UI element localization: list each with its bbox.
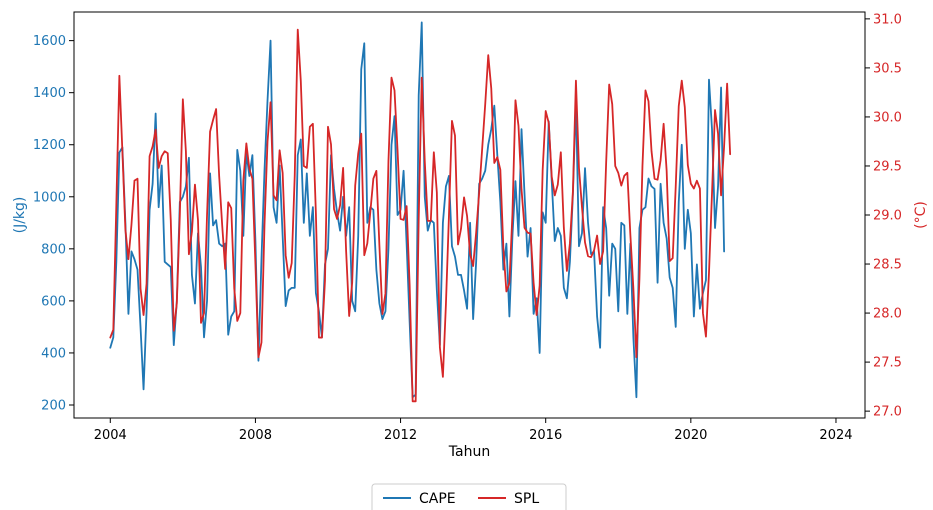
x-tick-label: 2016 xyxy=(529,428,562,443)
right-tick-label: 27.5 xyxy=(873,356,902,371)
left-tick-label: 200 xyxy=(41,398,66,413)
series-line-cape xyxy=(109,21,725,399)
left-tick-label: 1200 xyxy=(33,138,66,153)
x-axis: 2004 2008 2012 2016 2020 2024 xyxy=(94,418,853,443)
x-tick-label: 2008 xyxy=(239,428,272,443)
right-tick-label: 30.0 xyxy=(873,110,902,125)
right-tick-label: 30.5 xyxy=(873,61,902,76)
left-tick-label: 600 xyxy=(41,294,66,309)
x-tick-label: 2012 xyxy=(384,428,417,443)
left-y-axis-label: (J/kg) xyxy=(12,197,28,234)
x-tick-label: 2024 xyxy=(819,428,852,443)
right-tick-label: 27.0 xyxy=(873,405,902,420)
x-tick-label: 2004 xyxy=(94,428,127,443)
right-y-axis-label: (°C) xyxy=(913,201,929,229)
plot-frame xyxy=(73,11,866,419)
left-tick-label: 800 xyxy=(41,242,66,257)
legend-label-spl: SPL xyxy=(514,491,539,507)
series-line-spl xyxy=(109,28,732,403)
legend-label-cape: CAPE xyxy=(419,491,456,507)
right-tick-label: 29.0 xyxy=(873,209,902,224)
x-axis-label: Tahun xyxy=(448,444,490,460)
x-tick-label: 2020 xyxy=(674,428,707,443)
left-tick-label: 1000 xyxy=(33,190,66,205)
left-y-axis: 200 400 600 800 1000 1200 1400 1600 xyxy=(33,34,74,413)
left-tick-label: 400 xyxy=(41,346,66,361)
right-tick-label: 28.0 xyxy=(873,307,902,322)
right-tick-label: 28.5 xyxy=(873,258,902,273)
plot-area xyxy=(109,21,732,403)
left-tick-label: 1400 xyxy=(33,86,66,101)
right-tick-label: 29.5 xyxy=(873,159,902,174)
right-y-axis: 27.0 27.5 28.0 28.5 29.0 29.5 30.0 30.5 31.0 xyxy=(865,12,902,420)
left-tick-label: 1600 xyxy=(33,34,66,49)
right-tick-label: 31.0 xyxy=(873,12,902,27)
legend: CAPE SPL xyxy=(371,483,567,510)
legend-box xyxy=(371,483,567,510)
